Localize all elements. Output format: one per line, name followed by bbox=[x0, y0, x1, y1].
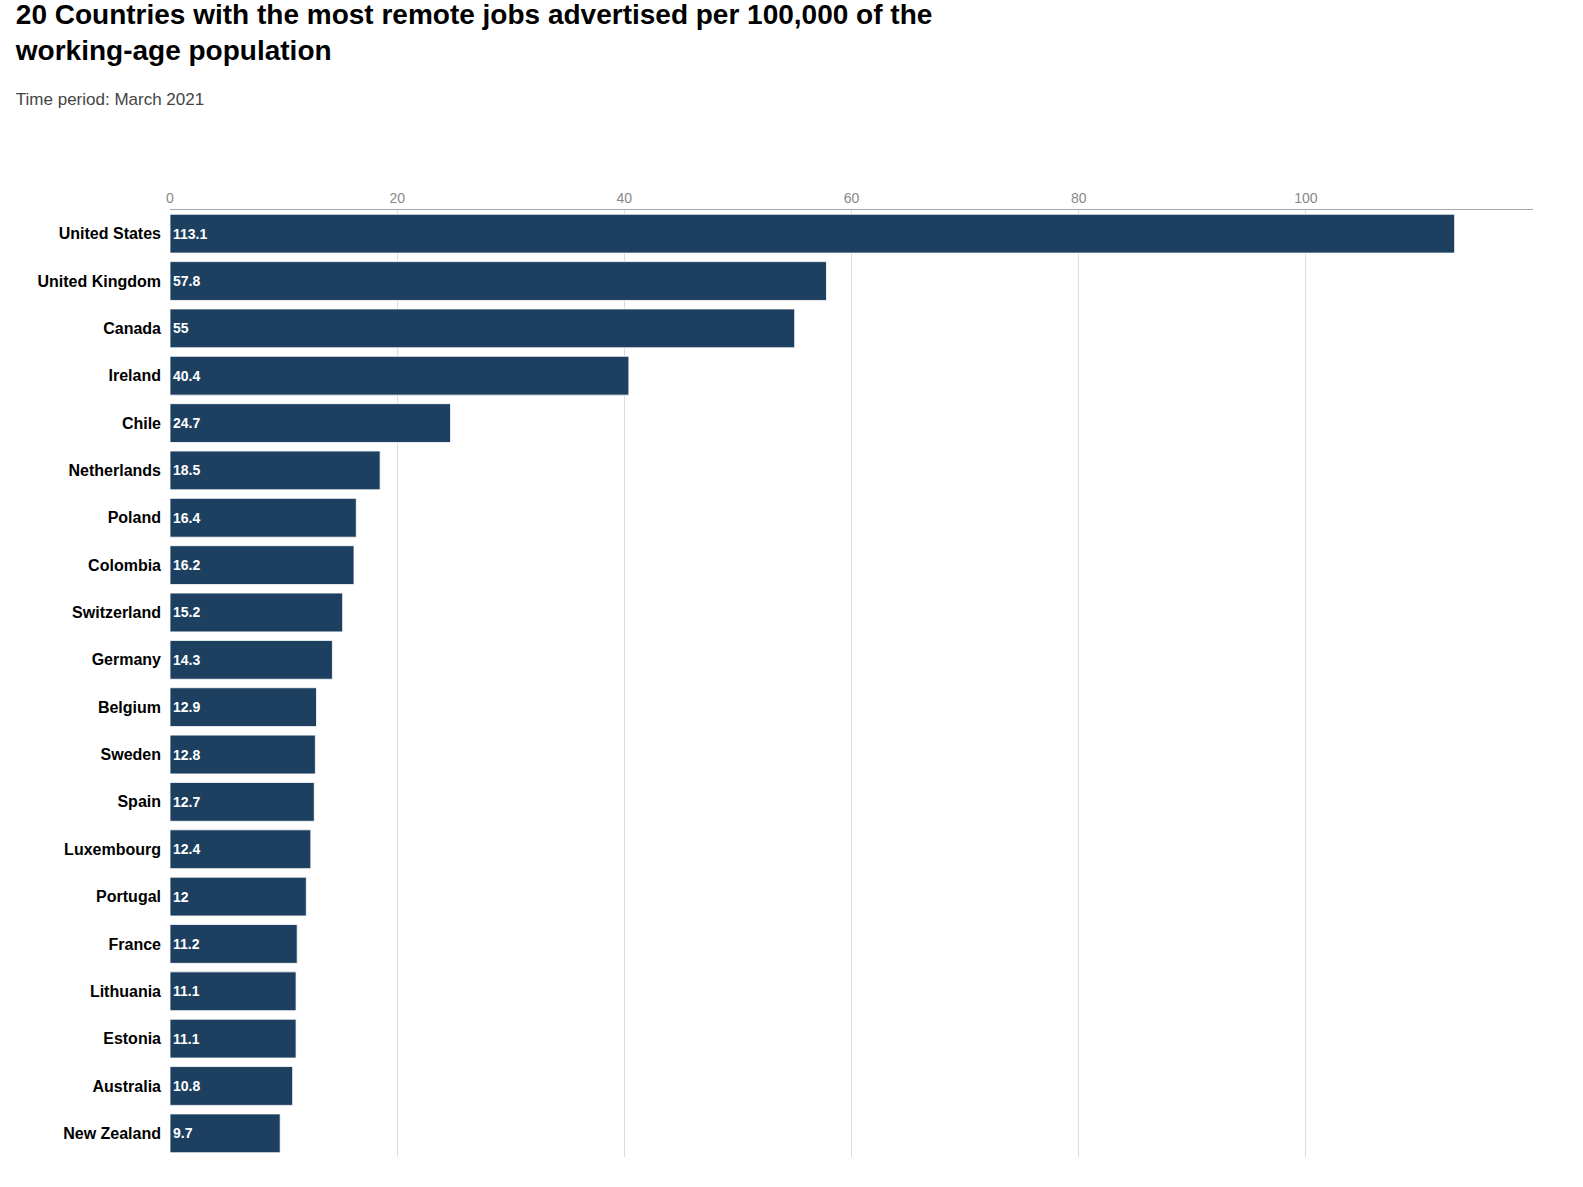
svg-text:Canada: Canada bbox=[103, 320, 161, 337]
svg-text:Time period: March 2021: Time period: March 2021 bbox=[16, 90, 204, 109]
svg-text:20: 20 bbox=[389, 190, 405, 206]
svg-text:Portugal: Portugal bbox=[96, 888, 161, 905]
svg-text:Poland: Poland bbox=[108, 509, 161, 526]
svg-text:Luxembourg: Luxembourg bbox=[64, 841, 161, 858]
svg-text:14.3: 14.3 bbox=[173, 652, 200, 668]
svg-text:Australia: Australia bbox=[93, 1078, 162, 1095]
svg-text:40.4: 40.4 bbox=[173, 368, 200, 384]
svg-text:New Zealand: New Zealand bbox=[63, 1125, 161, 1142]
svg-text:113.1: 113.1 bbox=[173, 226, 207, 242]
svg-text:Germany: Germany bbox=[92, 651, 161, 668]
svg-text:11.1: 11.1 bbox=[173, 1031, 200, 1047]
svg-text:Netherlands: Netherlands bbox=[69, 462, 162, 479]
svg-text:12.9: 12.9 bbox=[173, 699, 200, 715]
svg-text:80: 80 bbox=[1071, 190, 1087, 206]
svg-text:24.7: 24.7 bbox=[173, 415, 200, 431]
svg-text:10.8: 10.8 bbox=[173, 1078, 200, 1094]
svg-text:9.7: 9.7 bbox=[173, 1125, 193, 1141]
svg-text:16.4: 16.4 bbox=[173, 510, 200, 526]
svg-text:0: 0 bbox=[166, 190, 174, 206]
svg-text:Switzerland: Switzerland bbox=[72, 604, 161, 621]
svg-text:57.8: 57.8 bbox=[173, 273, 200, 289]
svg-text:Chile: Chile bbox=[122, 415, 161, 432]
svg-text:Lithuania: Lithuania bbox=[90, 983, 161, 1000]
svg-text:United Kingdom: United Kingdom bbox=[37, 273, 161, 290]
svg-text:12.8: 12.8 bbox=[173, 747, 200, 763]
svg-text:Estonia: Estonia bbox=[103, 1030, 161, 1047]
svg-text:United States: United States bbox=[59, 225, 161, 242]
svg-text:12: 12 bbox=[173, 889, 189, 905]
svg-text:18.5: 18.5 bbox=[173, 462, 200, 478]
svg-text:11.1: 11.1 bbox=[173, 983, 200, 999]
svg-text:55: 55 bbox=[173, 320, 189, 336]
svg-text:16.2: 16.2 bbox=[173, 557, 200, 573]
svg-text:12.4: 12.4 bbox=[173, 841, 200, 857]
svg-text:Sweden: Sweden bbox=[101, 746, 161, 763]
svg-text:60: 60 bbox=[844, 190, 860, 206]
svg-text:Ireland: Ireland bbox=[109, 367, 161, 384]
svg-text:40: 40 bbox=[617, 190, 633, 206]
svg-text:Colombia: Colombia bbox=[88, 557, 161, 574]
svg-text:100: 100 bbox=[1294, 190, 1318, 206]
svg-text:12.7: 12.7 bbox=[173, 794, 200, 810]
svg-text:20 Countries with the most rem: 20 Countries with the most remote jobs a… bbox=[15, 0, 932, 66]
svg-text:France: France bbox=[109, 936, 162, 953]
svg-text:Belgium: Belgium bbox=[98, 699, 161, 716]
svg-text:Spain: Spain bbox=[117, 793, 161, 810]
svg-text:15.2: 15.2 bbox=[173, 604, 200, 620]
svg-text:11.2: 11.2 bbox=[173, 936, 200, 952]
